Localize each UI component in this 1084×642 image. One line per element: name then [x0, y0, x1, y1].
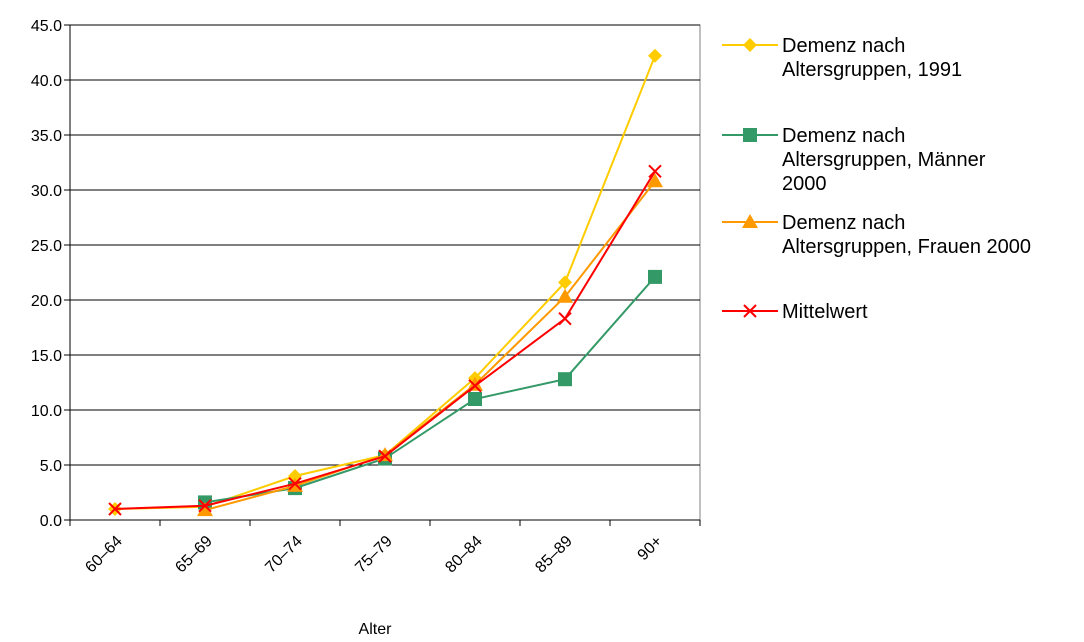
data-point — [288, 476, 302, 491]
legend-label: Altersgruppen, 1991 — [782, 59, 962, 81]
y-tick-label: 5.0 — [40, 458, 62, 475]
data-point — [648, 164, 662, 179]
x-tick-label: 65–69 — [172, 533, 216, 577]
x-tick-label: 90+ — [635, 533, 666, 564]
data-point — [558, 275, 572, 290]
data-point — [648, 48, 662, 63]
gridlines — [69, 24, 701, 521]
data-point — [743, 304, 757, 318]
y-tick-label: 35.0 — [31, 128, 62, 145]
data-point-stroke — [743, 304, 757, 318]
data-point-stroke — [108, 502, 122, 516]
data-point-stroke — [648, 164, 662, 179]
series-2 — [198, 269, 662, 510]
x-tick-label: 85–89 — [532, 533, 576, 577]
y-tick-label: 45.0 — [31, 18, 62, 35]
data-point-stroke — [288, 476, 302, 491]
x-axis-title: Alter — [359, 621, 393, 638]
axes: 0.0 5.0 10.0 15.0 20.0 25.0 30.0 35.0 40.0 45.0 60… — [31, 18, 701, 577]
data-point-stroke — [468, 379, 482, 393]
legend-item-4: Mittelwert — [722, 301, 868, 323]
data-point — [742, 214, 758, 228]
data-point — [558, 372, 572, 387]
legend-label: 2000 — [782, 173, 827, 195]
legend-label: Mittelwert — [782, 301, 868, 323]
x-tick-label: 80–84 — [442, 533, 486, 577]
data-point — [647, 173, 663, 188]
x-tick-label: 70–74 — [262, 533, 306, 577]
data-point-stroke — [558, 311, 572, 326]
legend-label: Demenz nach — [782, 212, 905, 234]
data-point — [468, 379, 482, 393]
data-point — [557, 288, 573, 303]
y-tick-label: 30.0 — [31, 183, 62, 200]
series-line — [204, 180, 656, 512]
series-lines — [108, 48, 663, 517]
x-tick-label: 75–79 — [352, 533, 396, 577]
data-point — [743, 128, 757, 142]
data-point — [198, 498, 212, 513]
y-tick-label: 10.0 — [31, 403, 62, 420]
legend-label: Altersgruppen, Frauen 2000 — [782, 236, 1031, 258]
data-point — [743, 38, 757, 52]
legend-label: Demenz nach — [782, 125, 905, 147]
legend-label: Altersgruppen, Männer — [782, 149, 986, 171]
data-point — [558, 311, 572, 326]
y-tick-label: 15.0 — [31, 348, 62, 365]
y-tick-label: 20.0 — [31, 293, 62, 310]
data-point — [108, 502, 122, 516]
data-point-stroke — [198, 498, 212, 513]
x-tick-label: 60–64 — [82, 533, 126, 577]
data-point-stroke — [378, 449, 392, 463]
y-tick-label: 40.0 — [31, 73, 62, 90]
data-point — [648, 269, 662, 284]
data-point — [467, 376, 483, 391]
legend-label: Demenz nach — [782, 35, 905, 57]
series-line — [204, 276, 656, 504]
data-point — [468, 392, 482, 406]
series-1 — [108, 48, 662, 516]
series-line — [114, 55, 656, 510]
data-point — [197, 502, 213, 517]
y-tick-label: 0.0 — [40, 513, 62, 530]
y-tick-label: 25.0 — [31, 238, 62, 255]
data-point — [378, 449, 392, 463]
plot-area-border — [69, 24, 701, 521]
series-4 — [108, 164, 662, 516]
